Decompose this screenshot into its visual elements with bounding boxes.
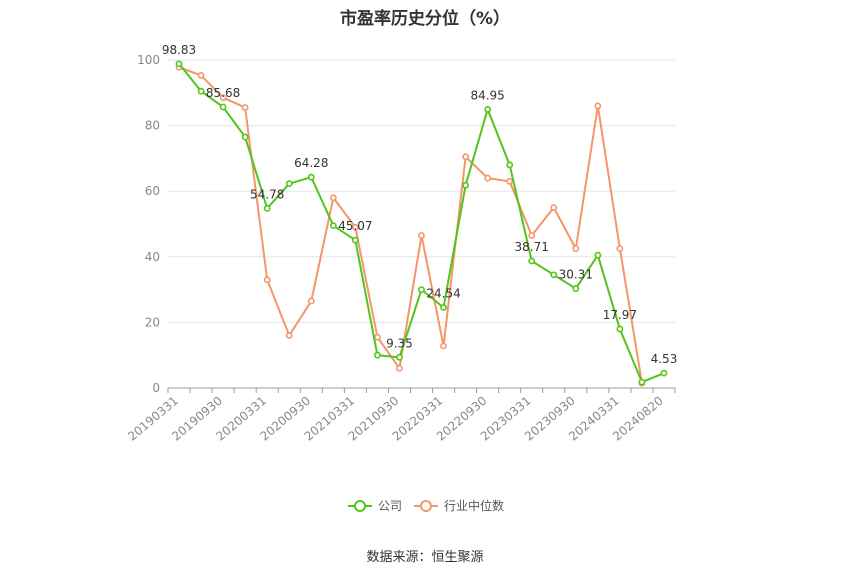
data-label: 9.35 — [386, 336, 413, 350]
data-point — [418, 232, 425, 239]
data-point — [396, 353, 403, 361]
data-label: 45.07 — [338, 219, 372, 233]
data-point — [351, 223, 359, 231]
data-point — [307, 297, 315, 305]
data-point — [616, 325, 624, 333]
data-point — [329, 194, 337, 202]
data-point — [418, 286, 425, 293]
chart-title: 市盈率历史分位（%） — [339, 9, 511, 29]
data-point — [440, 304, 447, 311]
data-point — [351, 236, 359, 244]
data-point — [374, 333, 381, 341]
legend-company-marker — [354, 500, 366, 512]
data-point — [572, 245, 580, 252]
data-point — [616, 245, 624, 252]
data-point — [506, 177, 514, 185]
data-point — [329, 222, 337, 230]
data-label: 17.97 — [603, 308, 637, 322]
data-point — [263, 276, 271, 284]
data-point — [484, 105, 492, 113]
data-point — [285, 180, 293, 188]
data-label: 98.83 — [162, 43, 196, 57]
legend-industry-median-label: 行业中位数 — [444, 498, 504, 513]
data-label: 84.95 — [470, 88, 504, 102]
series-line-industry-median — [178, 66, 643, 384]
data-point — [307, 173, 315, 181]
y-tick-label: 80 — [145, 119, 160, 133]
data-label: 85.68 — [206, 86, 240, 100]
legend-industry-median-marker — [420, 500, 432, 512]
data-point — [396, 364, 403, 372]
y-tick-label: 0 — [152, 381, 160, 395]
data-point — [462, 181, 469, 189]
y-tick-label: 60 — [145, 184, 160, 198]
data-point — [528, 257, 536, 265]
data-point — [219, 94, 227, 102]
data-point — [462, 153, 469, 161]
data-point — [506, 161, 514, 169]
data-label: 24.54 — [426, 287, 460, 301]
legend-company-label: 公司 — [378, 499, 402, 513]
y-tick-label: 100 — [137, 53, 160, 67]
data-point — [484, 174, 492, 182]
data-point — [594, 251, 602, 259]
data-point — [241, 133, 249, 141]
data-point — [660, 369, 668, 377]
y-tick-label: 20 — [145, 315, 160, 329]
series-line-company — [178, 63, 665, 384]
data-point — [550, 204, 558, 211]
data-point — [594, 102, 602, 110]
data-label: 54.78 — [250, 187, 284, 201]
data-point — [197, 72, 205, 79]
data-point — [263, 204, 271, 212]
data-point — [528, 232, 536, 239]
data-point — [241, 104, 249, 111]
data-point — [440, 342, 447, 350]
data-point — [175, 60, 183, 68]
data-point — [550, 271, 558, 279]
data-label: 4.53 — [651, 352, 678, 366]
data-label: 30.31 — [559, 268, 593, 282]
data-point — [285, 332, 293, 339]
data-point — [219, 103, 227, 111]
y-tick-label: 40 — [145, 250, 160, 264]
data-point — [572, 285, 580, 292]
data-label: 38.71 — [515, 240, 549, 254]
data-point — [638, 378, 646, 386]
data-point — [374, 351, 381, 359]
data-label: 64.28 — [294, 156, 328, 170]
data-point — [197, 87, 205, 95]
data-source: 数据来源：恒生聚源 — [366, 550, 484, 565]
